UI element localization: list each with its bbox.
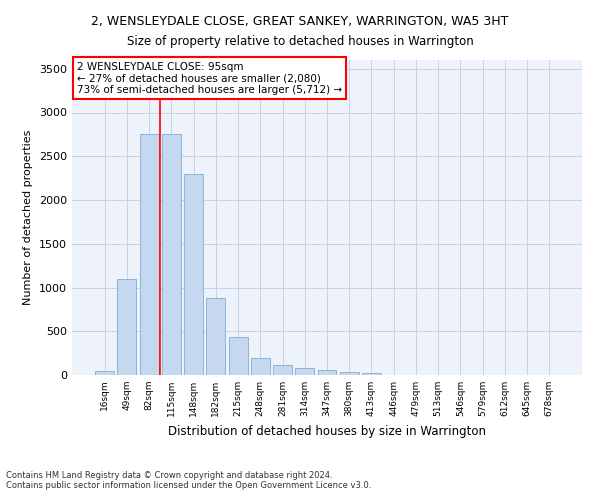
Text: Contains HM Land Registry data © Crown copyright and database right 2024.
Contai: Contains HM Land Registry data © Crown c… (6, 470, 371, 490)
Bar (184, 174, 203, 375)
Bar (162, 134, 181, 375)
Text: 2 WENSLEYDALE CLOSE: 95sqm
← 27% of detached houses are smaller (2,080)
73% of s: 2 WENSLEYDALE CLOSE: 95sqm ← 27% of deta… (77, 62, 342, 95)
Y-axis label: Number of detached properties: Number of detached properties (23, 130, 34, 305)
Bar (140, 134, 158, 375)
Bar (295, 368, 314, 375)
Text: Size of property relative to detached houses in Warrington: Size of property relative to detached ho… (127, 35, 473, 48)
Bar (229, 338, 248, 375)
Bar (118, 279, 136, 375)
Bar (251, 358, 270, 375)
Bar (317, 370, 337, 375)
Bar (273, 366, 292, 375)
Bar (340, 372, 359, 375)
Bar (206, 298, 225, 375)
Bar (362, 373, 381, 375)
Text: 2, WENSLEYDALE CLOSE, GREAT SANKEY, WARRINGTON, WA5 3HT: 2, WENSLEYDALE CLOSE, GREAT SANKEY, WARR… (91, 15, 509, 28)
Bar (95, 370, 114, 375)
X-axis label: Distribution of detached houses by size in Warrington: Distribution of detached houses by size … (168, 424, 486, 438)
